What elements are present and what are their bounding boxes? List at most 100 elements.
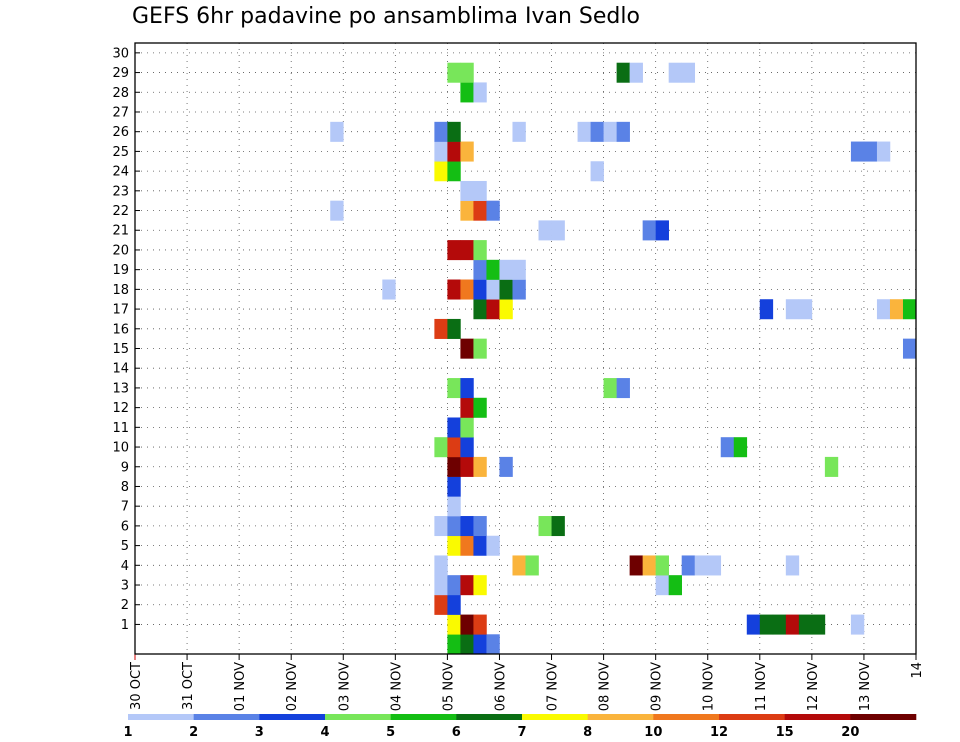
heatmap-cell	[473, 82, 487, 103]
heatmap-cell	[447, 279, 461, 300]
heatmap-cell	[824, 456, 839, 477]
heatmap-cell	[512, 279, 526, 300]
colorbar-swatch	[193, 714, 260, 720]
colorbar-label: 10	[644, 725, 662, 740]
y-tick-label: 2	[121, 598, 129, 613]
x-tick-label: 07 NOV	[546, 662, 561, 711]
heatmap-cell	[681, 555, 696, 576]
heatmap-cell	[629, 62, 643, 83]
colorbar-label: 6	[452, 725, 461, 740]
heatmap-cell	[538, 516, 552, 537]
heatmap-cell	[473, 575, 487, 596]
y-tick-label: 17	[112, 303, 129, 318]
heatmap-cell	[655, 220, 669, 241]
heatmap-cell	[434, 516, 448, 537]
heatmap-cell	[798, 614, 813, 635]
heatmap-cell	[486, 200, 500, 221]
x-tick-label: 31 OCT	[181, 662, 196, 710]
y-tick-label: 22	[112, 204, 129, 219]
y-tick-label: 13	[112, 381, 129, 396]
colorbar-label: 4	[320, 725, 329, 740]
heatmap-cell	[538, 220, 552, 241]
heatmap-cell	[785, 555, 800, 576]
heatmap-cell	[473, 259, 487, 280]
heatmap-cell	[434, 121, 448, 142]
heatmap-cell	[616, 121, 630, 142]
heatmap-cell	[447, 535, 461, 556]
heatmap-cell	[473, 535, 487, 556]
heatmap-cell	[733, 437, 748, 458]
heatmap-cell	[460, 397, 474, 418]
y-tick-label: 21	[112, 224, 129, 239]
heatmap-cell	[785, 299, 800, 320]
x-tick-label: 14	[910, 662, 925, 679]
heatmap-cell	[811, 614, 826, 635]
colorbar-label: 1	[123, 725, 132, 740]
heatmap-cell	[486, 634, 500, 655]
heatmap-cell	[447, 594, 461, 615]
heatmap-cell	[850, 614, 865, 635]
heatmap-cell	[486, 259, 500, 280]
heatmap-cell	[694, 555, 709, 576]
y-tick-label: 12	[112, 401, 129, 416]
heatmap-cell	[473, 397, 487, 418]
heatmap-cell	[863, 141, 878, 162]
heatmap-cell	[473, 180, 487, 201]
heatmap-cell	[447, 318, 461, 339]
colorbar-swatch	[587, 714, 654, 720]
heatmap-cell	[499, 279, 513, 300]
heatmap-cell	[798, 299, 813, 320]
heatmap-cell	[447, 240, 461, 261]
heatmap-cell	[460, 614, 474, 635]
x-tick-label: 13 NOV	[858, 662, 873, 711]
colorbar-label: 2	[189, 725, 198, 740]
heatmap-cell	[460, 82, 474, 103]
x-tick-label: 11 NOV	[754, 662, 769, 711]
y-tick-label: 1	[121, 618, 129, 633]
heatmap-cell	[382, 279, 396, 300]
y-tick-label: 14	[112, 362, 129, 377]
heatmap-cell	[590, 121, 604, 142]
colorbar-swatch	[784, 714, 851, 720]
colorbar-label: 3	[255, 725, 264, 740]
heatmap-cell	[447, 121, 461, 142]
heatmap-cell	[460, 417, 474, 438]
heatmap-cell	[460, 279, 474, 300]
y-tick-label: 9	[121, 460, 129, 475]
heatmap-cell	[577, 121, 591, 142]
y-tick-label: 28	[112, 86, 129, 101]
heatmap-cell	[447, 417, 461, 438]
heatmap-cell	[512, 121, 526, 142]
y-tick-label: 19	[112, 263, 129, 278]
plot-frame	[134, 42, 917, 655]
heatmap-cell	[434, 555, 448, 576]
colorbar-swatch	[850, 714, 917, 720]
heatmap-cell	[447, 161, 461, 182]
heatmap-cell	[473, 299, 487, 320]
heatmap-cell	[889, 299, 904, 320]
heatmap-cell	[434, 594, 448, 615]
x-tick-label: 03 NOV	[337, 662, 352, 711]
colorbar-swatch	[390, 714, 457, 720]
heatmap-cell	[460, 240, 474, 261]
heatmap-cell	[616, 378, 630, 399]
heatmap-cell	[486, 279, 500, 300]
heatmap-cell	[746, 614, 761, 635]
heatmap-cell	[460, 338, 474, 359]
heatmap-cell	[330, 121, 344, 142]
heatmap-cell	[603, 121, 617, 142]
heatmap-cell	[447, 476, 461, 497]
heatmap-cell	[707, 555, 722, 576]
heatmap-cell	[772, 614, 787, 635]
colorbar-label: 8	[583, 725, 592, 740]
x-tick-label: 30 OCT	[129, 662, 144, 710]
y-tick-label: 15	[112, 342, 129, 357]
x-tick-label: 12 NOV	[806, 662, 821, 711]
heatmap-cell	[460, 575, 474, 596]
heatmap-cell	[629, 555, 643, 576]
colorbar-label: 12	[710, 725, 728, 740]
x-tick-label: 06 NOV	[493, 662, 508, 711]
heatmap-cell	[447, 456, 461, 477]
heatmap-cell	[434, 141, 448, 162]
